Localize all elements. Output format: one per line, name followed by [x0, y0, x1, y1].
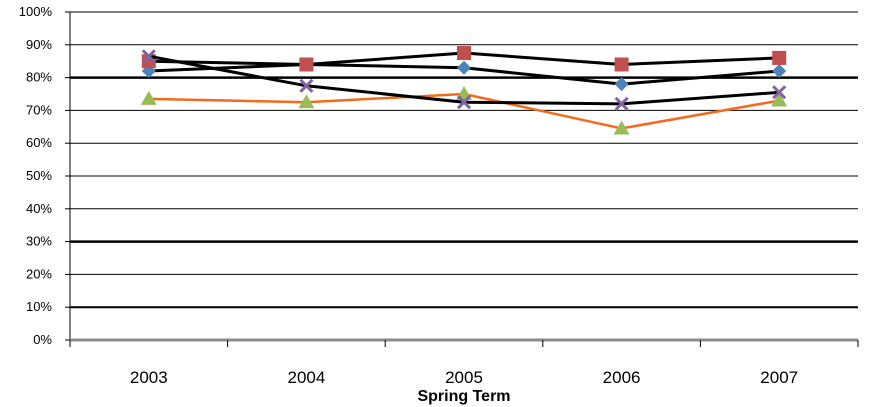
y-tick-label: 40%: [26, 201, 52, 216]
y-tick-label: 30%: [26, 234, 52, 249]
data-point: [771, 92, 788, 107]
y-tick-label: 90%: [26, 37, 52, 52]
data-point: [772, 50, 787, 65]
y-tick-label: 70%: [26, 102, 52, 117]
data-point: [299, 57, 314, 72]
y-tick-label: 80%: [26, 70, 52, 85]
series-4: [141, 49, 787, 111]
x-tick-label: 2007: [760, 368, 798, 387]
x-tick-label: 2004: [287, 368, 325, 387]
data-point: [614, 96, 629, 111]
data-point: [614, 77, 629, 92]
y-tick-label: 0%: [33, 332, 52, 347]
x-tick-label: 2005: [445, 368, 483, 387]
data-point: [614, 57, 629, 72]
x-tick-label: 2003: [130, 368, 168, 387]
x-tick-label: 2006: [603, 368, 641, 387]
data-point: [457, 46, 471, 60]
series-group: [140, 46, 788, 135]
data-point: [613, 120, 630, 135]
data-point: [456, 95, 472, 110]
axes: [65, 11, 859, 347]
data-point: [772, 64, 787, 79]
y-tick-label: 10%: [26, 299, 52, 314]
data-point: [140, 90, 157, 105]
y-tick-label: 60%: [26, 135, 52, 150]
data-point: [299, 78, 314, 93]
y-tick-label: 50%: [26, 168, 52, 183]
data-point: [772, 85, 787, 100]
y-tick-label: 100%: [19, 4, 53, 19]
gridlines: [70, 11, 858, 309]
data-point: [298, 94, 315, 109]
y-tick-label: 20%: [26, 266, 52, 281]
x-axis-title: Spring Term: [417, 388, 510, 405]
y-axis-tick-labels: 0% 10% 20% 30% 40% 50% 60% 70% 80% 90% 100%: [19, 4, 53, 347]
series-2: [141, 46, 787, 72]
x-axis-tick-labels: 2003 2004 2005 2006 2007: [130, 368, 798, 387]
data-point: [141, 49, 156, 64]
data-point: [457, 60, 471, 75]
